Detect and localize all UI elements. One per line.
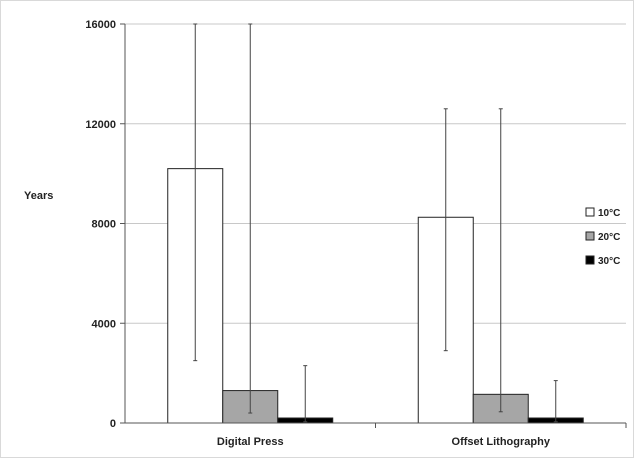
legend: 10°C 20°C 30°C [585,207,620,267]
y-tick-label: 16000 [85,19,116,31]
error-bars [193,23,558,423]
y-tick-label: 4000 [92,318,116,330]
x-tick-label: Digital Press [217,436,284,448]
legend-label: 10°C [598,208,620,219]
x-tick-labels: Digital Press Offset Lithography [217,436,551,448]
y-tick-label: 12000 [85,119,116,131]
x-tick-label: Offset Lithography [452,436,551,448]
y-axis-title: Years [24,190,53,202]
legend-label: 30°C [598,256,620,267]
y-tick-label: 0 [110,418,116,430]
bars [167,168,584,424]
legend-label: 20°C [598,232,620,243]
legend-swatch [585,207,595,217]
legend-swatch [585,255,595,265]
legend-swatch [585,231,595,241]
axes [120,23,627,428]
y-tick-label: 8000 [92,219,116,231]
y-tick-labels: 0 4000 8000 12000 16000 [85,19,116,430]
